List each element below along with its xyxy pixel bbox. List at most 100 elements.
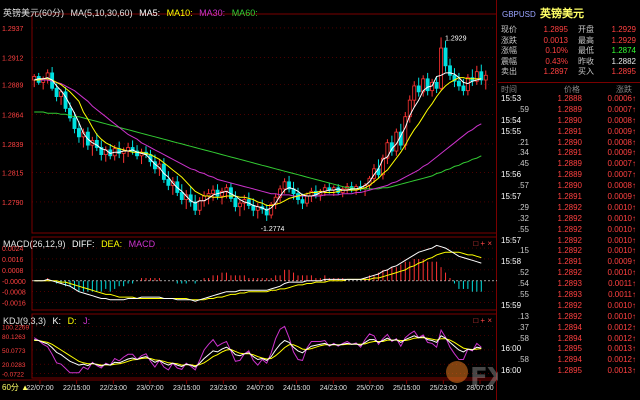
- tick-price: 1.2892: [557, 224, 582, 234]
- price-tick-label: 1.2912: [2, 56, 24, 63]
- tick-row[interactable]: 15:54 1.2890 0.0008↑: [498, 116, 640, 127]
- tick-time: .58: [517, 333, 529, 343]
- ma30-legend: MA30:: [199, 8, 226, 18]
- candle-body: [412, 85, 417, 101]
- quote-row: 涨幅 0.10% 最低 1.2874: [498, 46, 640, 57]
- time-tick-label: 28/07:00: [466, 385, 493, 392]
- tick-row[interactable]: .55 1.2893 0.0011↑: [498, 290, 640, 301]
- time-tick-label: 25/07:00: [356, 385, 383, 392]
- tick-row[interactable]: .57 1.2890 0.0008↑: [498, 181, 640, 192]
- tick-change: 0.0007↑: [607, 104, 636, 114]
- macd-tick-label: 0.0008: [2, 268, 24, 275]
- candle-body: [237, 202, 242, 208]
- tick-row[interactable]: .58 1.2894 0.0012↑: [498, 355, 640, 366]
- macd-dea-line: [34, 251, 482, 301]
- quote-value: 1.2895: [543, 25, 568, 34]
- chart-canvas[interactable]: 1.2937 1.2912 1.2889 1.2864 1.2839 1.2815 1.27…: [0, 0, 497, 400]
- tick-row[interactable]: .32 1.2892 0.0010↑: [498, 214, 640, 225]
- tick-row[interactable]: 15:56 1.2889 0.0007↑: [498, 170, 640, 181]
- tick-time: .58: [517, 355, 529, 365]
- candle-body: [439, 47, 443, 89]
- tick-row[interactable]: .54 1.2893 0.0011↑: [498, 279, 640, 290]
- candle-body: [443, 47, 448, 67]
- tick-change: 0.0011↑: [608, 279, 636, 289]
- candle-body: [135, 150, 139, 157]
- time-tick-label: 25/15:00: [393, 385, 420, 392]
- price-tick-label: 1.2937: [2, 26, 24, 33]
- tick-row[interactable]: 15:55 1.2891 0.0009↑: [498, 127, 640, 138]
- price-panel-frame: [31, 13, 497, 234]
- tick-row[interactable]: .58 1.2894 0.0012↑: [498, 334, 640, 345]
- tick-time: .34: [517, 148, 529, 158]
- kdj-panel-controls[interactable]: □ + ×: [473, 316, 492, 325]
- tick-price: 1.2893: [557, 290, 582, 300]
- tick-price: 1.2892: [557, 300, 582, 310]
- tick-row[interactable]: 16:00 1.2895 0.0013↑: [498, 344, 640, 355]
- candle-body: [434, 81, 439, 89]
- macd-panel-controls[interactable]: □ + ×: [473, 239, 492, 248]
- quote-row: 现价 1.2895 开盘 1.2929: [498, 25, 640, 36]
- tick-row[interactable]: 15:58 1.2891 0.0009↑: [498, 257, 640, 268]
- tick-row[interactable]: .13 1.2892 0.0010↑: [498, 312, 640, 323]
- tick-change: 0.0009↑: [607, 148, 636, 158]
- tick-list[interactable]: 15:53 1.2888 0.0006↑ .59 1.2889 0.0007↑ 15:54 1…: [498, 94, 640, 377]
- tick-row[interactable]: .55 1.2892 0.0010↑: [498, 225, 640, 236]
- tick-change: 0.0010↑: [607, 246, 636, 256]
- candle-body: [287, 181, 291, 190]
- tick-time: 15:55: [501, 126, 522, 136]
- tick-time: 15:58: [501, 257, 522, 267]
- tick-change: 0.0010↑: [607, 268, 636, 278]
- price-tick-label: 1.2815: [2, 170, 24, 177]
- candle-body: [179, 192, 184, 200]
- macd-panel-frame: [31, 236, 497, 311]
- candle-body: [197, 200, 202, 211]
- tick-change: 0.0010↑: [607, 311, 636, 321]
- kdj-header: KDJ(9,3,3) K: D: J:: [0, 314, 94, 328]
- tick-row[interactable]: .34 1.2891 0.0009↑: [498, 148, 640, 159]
- tick-row[interactable]: 15:59 1.2892 0.0010↑: [498, 301, 640, 312]
- tick-row[interactable]: .59 1.2889 0.0007↑: [498, 105, 640, 116]
- tick-row[interactable]: 15:57 1.2891 0.0009↑: [498, 192, 640, 203]
- candle-body: [452, 74, 457, 82]
- tick-row[interactable]: .52 1.2892 0.0010↑: [498, 268, 640, 279]
- tick-row[interactable]: 16:00 1.2895 0.0013↑: [498, 366, 640, 377]
- tick-price: 1.2892: [557, 202, 582, 212]
- tick-row[interactable]: .37 1.2894 0.0012↑: [498, 323, 640, 334]
- tick-row[interactable]: .15 1.2892 0.0010↑: [498, 246, 640, 257]
- kdj-tick-label: -0.0722: [2, 372, 24, 379]
- time-tick-label: 25/23:00: [430, 385, 457, 392]
- candle-body: [68, 108, 72, 119]
- tick-row[interactable]: 15:57 1.2892 0.0010↑: [498, 236, 640, 247]
- tick-price: 1.2889: [557, 170, 582, 180]
- tick-price: 1.2892: [557, 246, 582, 256]
- candle-body: [448, 65, 452, 76]
- candle-body: [305, 195, 309, 204]
- tick-time: .21: [517, 137, 529, 147]
- ma10-legend: MA10:: [166, 8, 193, 18]
- candle-body: [77, 128, 81, 138]
- tick-time: 15:59: [501, 300, 522, 310]
- time-tick-label: 22/07:00: [26, 385, 53, 392]
- macd-tick-label: -0.0008: [2, 290, 26, 297]
- period-selector-button[interactable]: 60分 ▲: [2, 383, 30, 392]
- tick-time: 15:53: [501, 94, 522, 103]
- candle-body: [54, 87, 59, 97]
- tick-row[interactable]: 15:53 1.2888 0.0006↑: [498, 94, 640, 105]
- quote-label: 震幅: [501, 56, 517, 66]
- tick-price: 1.2890: [557, 137, 582, 147]
- tick-time: .55: [517, 290, 529, 300]
- tick-change: 0.0010↑: [607, 202, 636, 212]
- tick-header-change: 涨跌: [616, 85, 632, 94]
- tick-row[interactable]: .29 1.2892 0.0010↑: [498, 203, 640, 214]
- candle-body: [99, 147, 104, 155]
- quote-label: 最低: [578, 46, 594, 55]
- quote-value: 0.0013: [543, 35, 568, 45]
- tick-row[interactable]: .21 1.2890 0.0008↑: [498, 138, 640, 149]
- tick-price: 1.2890: [557, 115, 582, 125]
- tick-change: 0.0009↑: [607, 257, 636, 267]
- tick-price: 1.2888: [557, 94, 582, 103]
- tick-row[interactable]: .45 1.2889 0.0007↑: [498, 159, 640, 170]
- tick-change: 0.0010↑: [607, 235, 636, 245]
- tick-price: 1.2894: [557, 333, 582, 343]
